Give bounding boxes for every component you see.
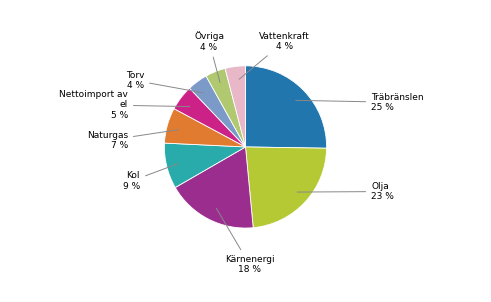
Wedge shape xyxy=(246,66,327,148)
Wedge shape xyxy=(225,66,246,147)
Wedge shape xyxy=(164,109,246,147)
Text: Nettoimport av
el
5 %: Nettoimport av el 5 % xyxy=(59,90,190,120)
Text: Övriga
4 %: Övriga 4 % xyxy=(194,31,224,82)
Wedge shape xyxy=(174,88,246,147)
Wedge shape xyxy=(246,147,327,228)
Text: Torv
4 %: Torv 4 % xyxy=(126,71,203,93)
Wedge shape xyxy=(190,76,246,147)
Wedge shape xyxy=(164,143,246,188)
Text: Träbränslen
25 %: Träbränslen 25 % xyxy=(296,93,424,112)
Text: Vattenkraft
4 %: Vattenkraft 4 % xyxy=(239,32,310,79)
Text: Naturgas
7 %: Naturgas 7 % xyxy=(87,130,179,150)
Text: Kärnenergi
18 %: Kärnenergi 18 % xyxy=(217,208,274,274)
Wedge shape xyxy=(206,69,246,147)
Text: Kol
9 %: Kol 9 % xyxy=(123,164,178,191)
Text: Olja
23 %: Olja 23 % xyxy=(297,182,394,201)
Wedge shape xyxy=(175,147,253,228)
